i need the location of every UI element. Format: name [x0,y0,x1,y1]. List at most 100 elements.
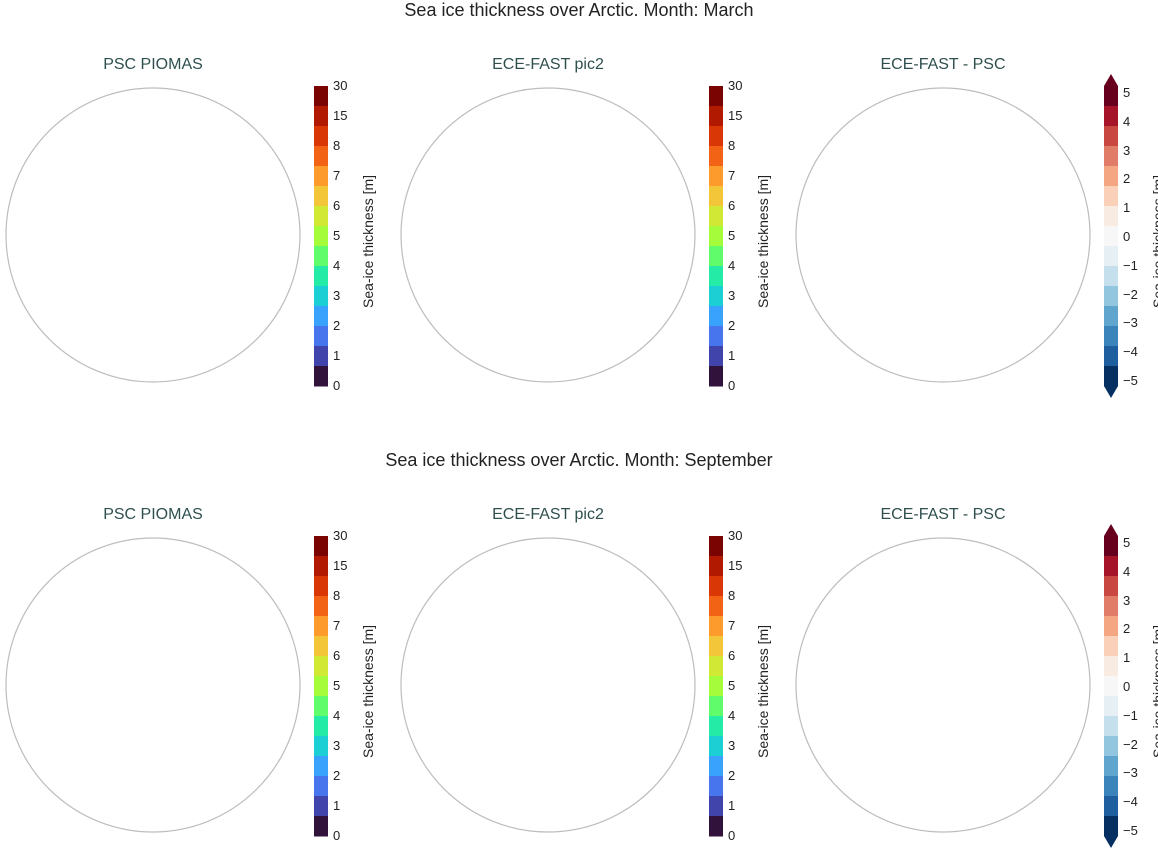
land-mass [541,638,563,659]
colorbar-segment [709,106,723,127]
colorbar-tick-label: 30 [333,78,348,93]
sea-ice-region [146,663,168,688]
colorbar-tick-label: −3 [1123,315,1138,331]
panel-title: ECE-FAST pic2 [492,56,604,73]
colorbar-segment [314,736,328,757]
colorbar-segment [709,146,723,167]
colorbar-segment [1104,366,1118,387]
panel-title: ECE-FAST pic2 [492,506,604,523]
land-mass [77,228,121,297]
colorbar-tick-label: 4 [333,258,341,273]
land-mass [896,648,928,673]
colorbar-tick-label: 4 [1123,113,1131,129]
land-mass [972,575,990,588]
land-mass [972,125,990,138]
colorbar-segment [314,796,328,817]
colorbar-label: Sea-ice thickness [m] [1150,624,1158,758]
colorbar-segment [314,306,328,327]
colorbar-tick-label: 2 [728,768,736,783]
colorbar-tick-label: 5 [728,678,736,693]
land-mass [6,162,124,294]
colorbar-segment [314,246,328,267]
colorbar-segment [1104,246,1118,267]
land-mass [519,144,695,379]
colorbar-tick-label: −1 [1123,707,1138,723]
colorbar-segment [314,166,328,187]
colorbar-tick-label: 30 [728,528,743,543]
colorbar-segment [314,816,328,837]
sea-ice-region [102,184,195,287]
colorbar-segment [1104,556,1118,577]
colorbar-tick-label: 1 [728,798,736,813]
colorbar-label: Sea-ice thickness [m] [755,624,771,758]
panel-title: PSC PIOMAS [103,56,203,73]
sea-ice-region [121,641,190,715]
colorbar-segment [1104,106,1118,127]
land-mass [182,125,200,138]
land-mass [146,638,168,659]
colorbar-segment [1104,326,1118,347]
colorbar-tick-label: 7 [728,618,736,633]
colorbar-segment [1104,166,1118,187]
colorbar-segment [314,206,328,227]
colorbar-tick-label: 15 [333,108,348,123]
land-mass [182,575,200,588]
colorbar-label: Sea-ice thickness [m] [360,624,376,758]
colorbar-segment [1104,736,1118,757]
sea-ice-region [179,235,200,264]
colorbar-segment [1104,596,1118,617]
land-mass [106,648,138,673]
land-mass [77,678,121,747]
colorbar-tick-label: 8 [333,138,341,153]
colorbar-segment [709,206,723,227]
sea-ice-region [504,264,592,301]
polar-map [400,87,696,383]
colorbar-tick-label: 0 [1123,229,1131,244]
colorbar-tick-label: −2 [1123,736,1138,752]
colorbar-tick-label: 1 [333,798,341,813]
colorbar-segment [709,736,723,757]
colorbar-segment [1104,816,1118,837]
colorbar-segment [1104,576,1118,597]
colorbar-segment [709,636,723,657]
colorbar-tick-label: 8 [333,588,341,603]
colorbar-segment [709,346,723,367]
land-mass [936,188,958,209]
colorbar-segment [314,366,328,387]
land-mass [796,612,914,744]
sea-ice-region [460,232,486,257]
colorbar-segment [314,636,328,657]
colorbar-segment [314,146,328,167]
sea-ice-region [504,110,578,139]
sea-ice-region [914,634,980,703]
colorbar-segment [1104,796,1118,817]
colorbar [1104,524,1118,848]
colorbar-tick-label: 15 [728,558,743,573]
colorbar-tick-label: −5 [1123,373,1138,388]
colorbar-tick-label: 3 [728,288,736,303]
land-mass [914,594,1090,829]
sea-ice-region [511,707,589,741]
colorbar-segment [1104,716,1118,737]
colorbar-segment [1104,636,1118,657]
land-mass [519,594,695,829]
land-mass [796,162,914,294]
colorbar-tick-label: 2 [728,318,736,333]
colorbar-segment [1104,146,1118,167]
colorbar-segment [1104,126,1118,147]
colorbar-tick-label: 7 [728,168,736,183]
land-mass [124,144,300,379]
colorbar-segment [314,756,328,777]
colorbar-tick-label: 4 [1123,563,1131,579]
colorbar-segment [709,326,723,347]
colorbar-segment [709,186,723,207]
colorbar-segment [1104,656,1118,677]
colorbar-segment [314,696,328,717]
colorbar-segment [709,306,723,327]
land-mass [124,594,300,829]
colorbar-segment [709,816,723,837]
colorbar-segment [709,676,723,697]
colorbar-tick-label: −2 [1123,286,1138,302]
sea-ice-region [516,619,595,715]
map-boundary [5,87,301,383]
